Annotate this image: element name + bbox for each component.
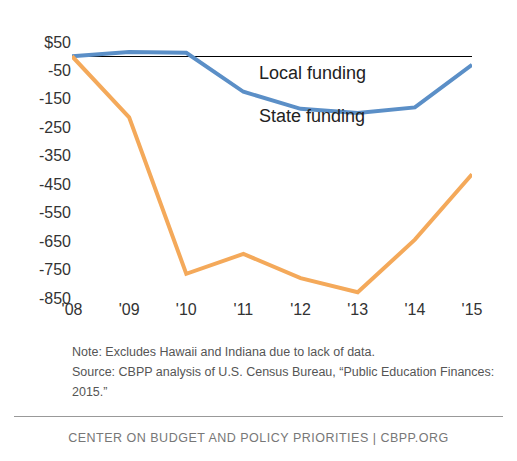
- svg-text:-450: -450: [39, 176, 71, 193]
- svg-text:'12: '12: [290, 301, 311, 318]
- svg-text:'08: '08: [62, 301, 83, 318]
- svg-text:-150: -150: [39, 90, 71, 107]
- svg-text:'09: '09: [119, 301, 140, 318]
- svg-text:-850: -850: [39, 290, 71, 307]
- svg-text:-650: -650: [39, 233, 71, 250]
- html-text:CENTER ON BUDGET AND POLICY PR: CENTER ON BUDGET AND POLICY PRIORITIES |…: [68, 431, 449, 445]
- svg-text:-50: -50: [48, 62, 71, 79]
- html-text:Note: Excludes Hawaii and Indi: Note: Excludes Hawaii and Indiana due to…: [72, 345, 375, 359]
- svg-text:'13: '13: [347, 301, 368, 318]
- svg-text:$50: $50: [44, 34, 71, 51]
- svg-text:Local funding: Local funding: [259, 63, 366, 83]
- svg-text:'10: '10: [176, 301, 197, 318]
- svg-text:'15: '15: [462, 301, 483, 318]
- svg-text:-550: -550: [39, 204, 71, 221]
- svg-text:'11: '11: [234, 301, 254, 318]
- svg-text:'14: '14: [404, 301, 425, 318]
- svg-text:-250: -250: [39, 119, 71, 136]
- svg-text:-350: -350: [39, 147, 71, 164]
- html-text:Source: CBPP analysis of U.S.: Source: CBPP analysis of U.S. Census Bur…: [72, 365, 495, 399]
- svg-text:-750: -750: [39, 261, 71, 278]
- svg-text:State funding: State funding: [259, 106, 365, 126]
